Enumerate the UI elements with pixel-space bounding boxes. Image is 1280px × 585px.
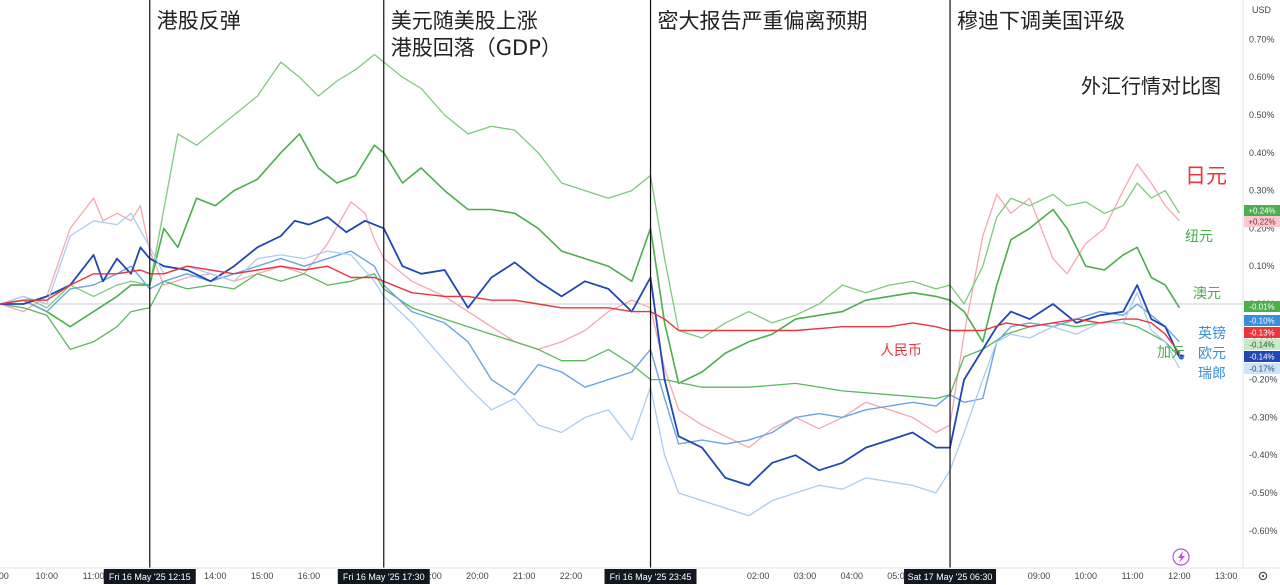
date-badges: Fri 16 May '25 12:15 Fri 16 May '25 17:30… [103,569,997,584]
date-badge-2 [604,569,697,584]
y-tick-label: -0.40% [1249,450,1278,460]
euro-last-point [1178,354,1184,360]
series-line-3 [0,273,1180,400]
event-annotation-1: 美元随美股上涨 [391,9,538,33]
chart-title: 外汇行情对比图 [1081,74,1221,98]
x-tick-label: 20:00 [466,571,489,581]
y-tick-label: 0.20% [1249,223,1275,233]
event-annotation-0: 港股反弹 [157,9,241,33]
x-tick-label: 19:00 [419,571,442,581]
y-axis-panel [1243,0,1280,568]
y-tick-label: -0.50% [1249,488,1278,498]
last-value-badge-text: -0.13% [1249,329,1274,338]
date-badge-1 [337,569,430,584]
x-tick-label: 04:00 [840,571,863,581]
last-value-badge-text: +0.22% [1248,218,1275,227]
date-badge-label: Sat 17 May '25 06:30 [908,572,993,582]
x-tick-label: 05:00 [887,571,910,581]
y-axis[interactable]: USD 0.70%0.60%0.50%0.40%0.30%0.20%0.10%0… [1242,0,1280,568]
y-tick-label: 0.60% [1249,72,1275,82]
series-line-5 [0,216,1181,487]
last-value-badge-text: -0.01% [1249,303,1274,312]
last-value-badge-6 [1244,363,1280,374]
last-value-badge-3 [1244,339,1280,350]
series-line-4 [0,250,1180,445]
y-tick-label: -0.60% [1249,526,1278,536]
x-tick-label: 02:00 [747,571,770,581]
last-value-badge-text: -0.14% [1249,353,1274,362]
y-tick-label: -0.20% [1249,375,1278,385]
highlight-label-jpy: 日元 [1185,164,1227,188]
last-value-badge-2 [1244,301,1280,312]
x-tick-label: 11:00 [83,571,105,581]
currency-unit-label[interactable]: USD [1252,5,1272,15]
last-value-badge-text: -0.10% [1249,317,1274,326]
series-line-6 [0,212,1180,517]
settings-gear-icon[interactable] [1258,571,1268,581]
date-badge-0 [103,569,196,584]
series-line-2 [0,133,1181,385]
x-tick-label: 16:00 [298,571,321,581]
last-value-badge-7 [1244,327,1280,338]
x-tick-label: 13:00 [1215,571,1238,581]
series-label-5: 瑞郎 [1198,366,1226,382]
x-tick-label: 9:00 [0,571,9,581]
x-tick-label: 14:00 [204,571,227,581]
x-tick-label: 03:00 [794,571,817,581]
y-tick-label: 0.70% [1249,34,1275,44]
last-value-badge-text: -0.17% [1249,365,1274,374]
y-tick-label: 0.50% [1249,110,1275,120]
x-tick-label: 21:00 [513,571,536,581]
x-axis[interactable]: 9:00 10:00 11:00 14:00 15:00 16:00 19:00 20:00 2… [0,567,1280,585]
series-lines [0,53,1184,517]
x-tick-label: 10:00 [36,571,59,581]
x-tick-label: 12:00 [1168,571,1191,581]
last-value-badge-0 [1244,216,1280,227]
series-label-6: 人民币 [880,343,922,359]
series-label-1: 澳元 [1193,286,1221,302]
x-tick-label: 22:00 [560,571,583,581]
series-line-0 [0,163,1180,449]
series-label-0: 纽元 [1185,229,1213,245]
last-value-badge-text: +0.24% [1248,207,1275,216]
date-badge-label: Fri 16 May '25 12:15 [109,572,191,582]
last-value-badge-text: -0.14% [1249,341,1274,350]
series-label-2: 英镑 [1198,325,1226,342]
flash-icon[interactable] [1172,548,1190,566]
last-value-badge-1 [1244,205,1280,216]
x-tick-label: 09:00 [1028,571,1051,581]
date-badge-label: Fri 16 May '25 17:30 [343,572,425,582]
series-label-4: 欧元 [1198,346,1226,362]
series-line-7 [0,265,1180,354]
x-tick-label: 10:00 [1074,571,1097,581]
y-tick-label: 0.10% [1249,261,1275,271]
last-value-badge-5 [1244,351,1280,362]
last-value-badges: +0.22% +0.24% -0.01% -0.14% -0.10% -0.14% -0.1… [1244,205,1280,374]
y-tick-label: -0.30% [1249,412,1278,422]
event-annotation-1: 港股回落（GDP） [391,36,562,60]
y-tick-label: 0.40% [1249,148,1275,158]
event-annotation-2: 密大报告严重偏离预期 [658,9,868,33]
last-value-badge-4 [1244,315,1280,326]
series-label-3: 加元 [1157,345,1185,361]
x-tick-label: 15:00 [251,571,274,581]
date-badge-label: Fri 16 May '25 23:45 [610,572,692,582]
date-badge-3 [904,569,997,584]
event-annotation-3: 穆迪下调美国评级 [957,9,1125,33]
y-tick-label: 0.30% [1249,186,1275,196]
series-line-1 [0,53,1180,339]
x-axis-ticks: 9:00 10:00 11:00 14:00 15:00 16:00 19:00 20:00 2… [0,571,1237,581]
x-tick-label: 11:00 [1122,571,1144,581]
